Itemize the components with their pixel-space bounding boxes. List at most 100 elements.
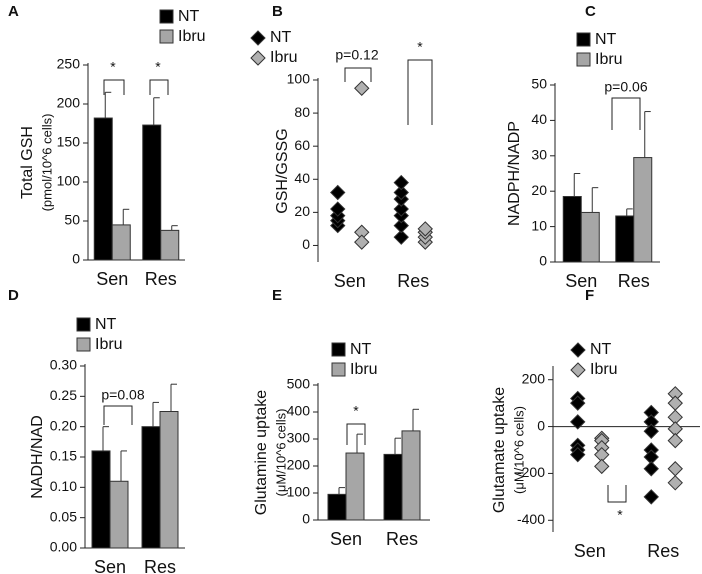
y-axis-label: GSH/GSSG [274,128,291,213]
y-axis-label: (μM/10^6 cells) [273,409,288,497]
y-tick-label: 0.15 [50,448,77,464]
point [667,395,683,411]
x-tick-label: Sen [96,269,128,289]
bar [383,453,403,521]
point [354,234,370,250]
y-tick-label: 0.25 [50,387,77,403]
x-tick-label: Sen [330,529,362,549]
panel-letter: B [272,3,283,20]
y-axis-label: Glutamine uptake [253,390,270,516]
y-axis-label: NADH/NAD [29,415,46,499]
y-tick-label: 50 [64,212,80,228]
point [667,432,683,449]
bracket [344,67,372,82]
annotation: * [353,403,359,419]
y-tick-label: 0 [72,251,80,267]
y-tick-label: 150 [57,134,81,150]
legend-label: NT [178,8,200,25]
y-tick-label: 0 [537,417,545,433]
annotation: * [617,507,623,523]
point [393,184,409,201]
y-tick-label: 60 [294,137,310,153]
bracket [607,485,627,503]
bracket [611,97,641,130]
y-tick-label: 200 [57,95,81,111]
y-tick-label: 400 [287,403,311,419]
y-tick-label: 0.10 [50,478,77,494]
y-tick-label: 100 [287,71,311,87]
y-tick-label: 20 [531,182,547,198]
bar [345,452,365,521]
point [393,174,409,191]
y-tick-label: -200 [517,464,545,480]
panel-letter: D [8,287,19,304]
legend-swatch [570,362,586,378]
x-tick-label: Res [144,557,176,574]
point [594,458,610,475]
legend-swatch [570,342,586,358]
y-tick-label: 200 [287,457,311,473]
x-tick-label: Sen [574,541,606,561]
x-tick-label: Sen [565,271,597,291]
x-tick-label: Res [397,271,429,291]
point [643,489,659,505]
point [643,461,659,477]
y-tick-label: 0 [539,253,547,269]
point [354,80,370,96]
bracket [103,405,133,425]
y-axis-label: Glutamate uptake [491,387,508,513]
bar [142,124,162,261]
x-tick-label: Res [618,271,650,291]
panel-letter: C [585,3,596,20]
legend-swatch [331,362,346,377]
bar [91,450,111,549]
point [393,229,409,245]
point [330,201,346,217]
bar [615,215,635,263]
annotation: * [155,59,161,75]
y-tick-label: 500 [287,376,311,392]
point [643,423,659,439]
legend-label: Ibru [595,51,623,68]
annotation: p=0.08 [101,387,144,403]
y-tick-label: 200 [522,370,546,386]
panel-letter: A [8,3,19,20]
bar [327,493,347,521]
legend-swatch [159,29,174,44]
y-tick-label: 0 [302,511,310,527]
y-tick-label: 0.20 [50,417,77,433]
y-tick-label: 40 [531,111,547,127]
legend-label: Ibru [270,49,298,66]
bar [159,411,179,549]
bar [141,426,161,549]
legend-label: Ibru [590,361,618,378]
y-axis-label: NADPH/NADP [506,121,523,226]
y-tick-label: 20 [294,203,310,219]
bar [93,117,113,261]
point [393,201,409,217]
point [570,446,586,463]
x-tick-label: Sen [94,557,126,574]
x-tick-label: Res [145,269,177,289]
legend-label: NT [595,31,617,48]
point [393,217,409,234]
x-tick-label: Res [386,529,418,549]
point [330,184,346,201]
legend-swatch [76,317,91,332]
legend-label: NT [590,341,612,358]
legend-swatch [576,52,591,67]
bar [580,211,600,263]
point [570,414,586,430]
legend-swatch [159,9,174,24]
bar [109,480,129,549]
y-tick-label: 0 [302,236,310,252]
panel-letter: F [585,287,594,304]
point [570,395,586,411]
y-tick-label: 40 [294,170,310,186]
y-tick-label: 80 [294,104,310,120]
legend-label: NT [270,29,292,46]
y-tick-label: 10 [531,217,547,233]
y-axis-label: (pmol/10^6 cells) [39,114,54,212]
bar [160,229,180,261]
